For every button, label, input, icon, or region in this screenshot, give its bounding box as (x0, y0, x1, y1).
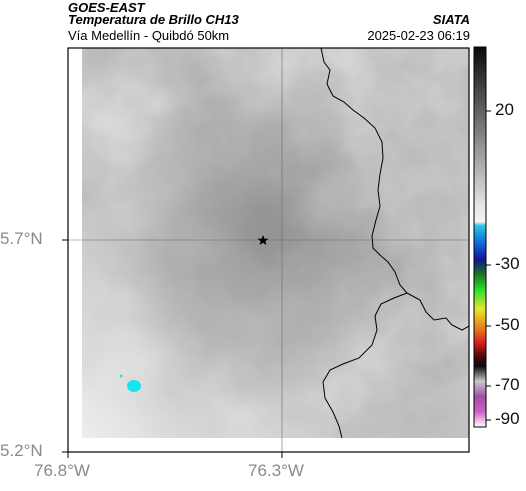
lon-label-76.3: 76.3°W (248, 461, 304, 480)
brightness-temperature-imagery (82, 48, 469, 438)
lat-label-5.7: 5.7°N (0, 229, 43, 248)
route-subtitle: Vía Medellín - Quibdó 50km (68, 28, 230, 43)
lon-label-76.8: 76.8°W (34, 461, 90, 480)
timestamp: 2025-02-23 06:19 (367, 28, 470, 43)
colorbar-label: 20 (495, 100, 514, 119)
organization-label: SIATA (432, 12, 470, 27)
colorbar-label: -50 (495, 315, 520, 334)
colorbar-label: -30 (495, 254, 520, 273)
cold-cloud-patch (127, 380, 141, 392)
department-border (320, 48, 469, 438)
map-frame (67, 47, 470, 453)
colorbar (473, 46, 487, 428)
colorbar-label: -90 (495, 409, 520, 428)
star-icon (257, 235, 269, 245)
map-title: Temperatura de Brillo CH13 (68, 12, 239, 27)
lat-label-5.2: 5.2°N (0, 441, 43, 460)
colorbar-label: -70 (495, 375, 520, 394)
product-name: GOES-EAST (68, 0, 145, 15)
cold-cloud-dot (119, 374, 123, 378)
